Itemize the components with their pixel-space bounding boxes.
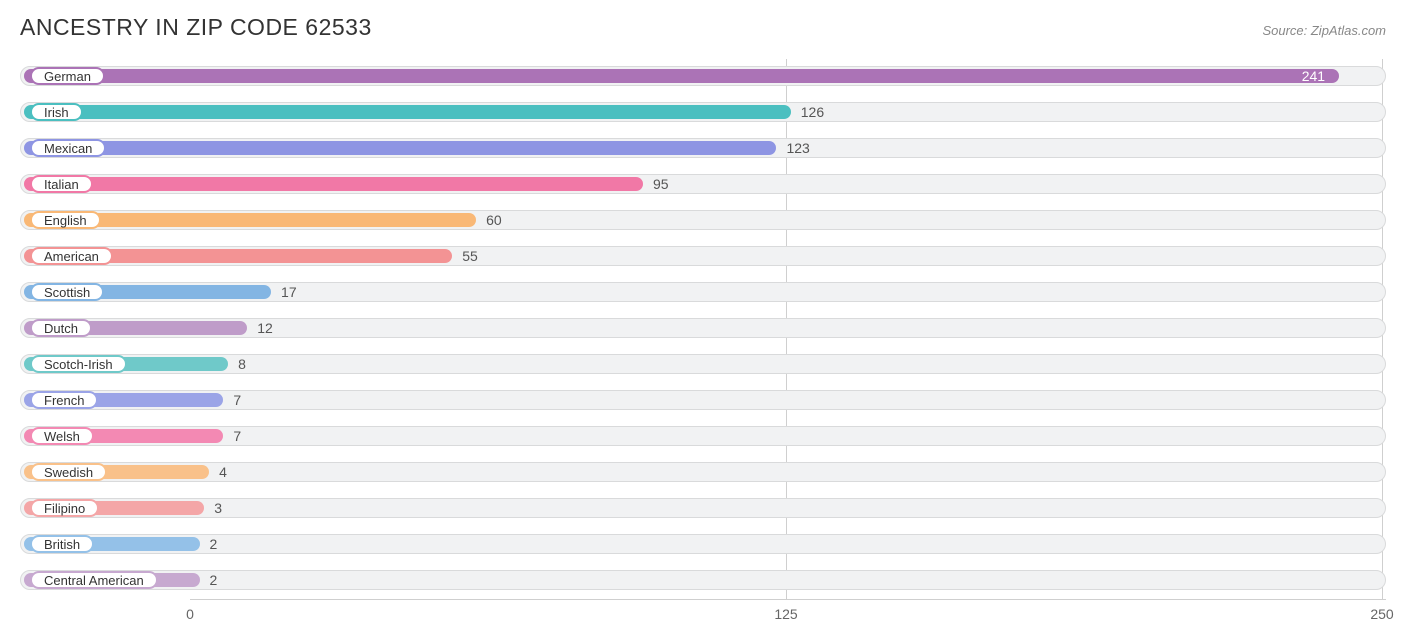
bar-category-pill: Irish (30, 103, 83, 121)
bar-category-pill: Scotch-Irish (30, 355, 127, 373)
bar-row: French 7 (20, 383, 1386, 417)
bar-category-pill: Mexican (30, 139, 106, 157)
bar-fill (24, 177, 643, 191)
bar-value-label: 123 (786, 139, 809, 157)
bar-row: English 60 (20, 203, 1386, 237)
bar-category-pill: Swedish (30, 463, 107, 481)
chart-area: German241Irish126Mexican123Italian95Engl… (0, 49, 1406, 629)
bar-category-pill: Scottish (30, 283, 104, 301)
bar-value-label: 17 (281, 283, 297, 301)
bar-fill (24, 105, 791, 119)
bar-track (20, 426, 1386, 446)
bars-container: German241Irish126Mexican123Italian95Engl… (20, 59, 1386, 599)
x-tick-label: 0 (186, 606, 194, 622)
bar-row: Welsh 7 (20, 419, 1386, 453)
bar-row: Italian 95 (20, 167, 1386, 201)
bar-row: Swedish 4 (20, 455, 1386, 489)
chart-title: ANCESTRY IN ZIP CODE 62533 (20, 14, 372, 41)
x-tick-label: 125 (774, 606, 797, 622)
bar-row: Mexican 123 (20, 131, 1386, 165)
bar-row: Filipino 3 (20, 491, 1386, 525)
x-axis: 0125250 (190, 599, 1386, 629)
bar-category-pill: German (30, 67, 105, 85)
bar-value-label: 241 (1302, 67, 1325, 85)
bar-category-pill: English (30, 211, 101, 229)
bar-row: Central American 2 (20, 563, 1386, 597)
bar-category-pill: Filipino (30, 499, 99, 517)
bar-value-label: 7 (233, 391, 241, 409)
bar-category-pill: Italian (30, 175, 93, 193)
bar-fill (24, 69, 1339, 83)
bar-value-label: 95 (653, 175, 669, 193)
bar-value-label: 7 (233, 427, 241, 445)
bar-category-pill: Central American (30, 571, 158, 589)
bar-track (20, 534, 1386, 554)
bar-row: British 2 (20, 527, 1386, 561)
bar-category-pill: Dutch (30, 319, 92, 337)
bar-category-pill: Welsh (30, 427, 94, 445)
bar-value-label: 3 (214, 499, 222, 517)
bar-row: Irish 126 (20, 95, 1386, 129)
bar-row: Dutch 12 (20, 311, 1386, 345)
bar-row: German 241 (20, 59, 1386, 93)
bar-value-label: 55 (462, 247, 478, 265)
bar-value-label: 2 (210, 535, 218, 553)
bar-category-pill: French (30, 391, 98, 409)
bar-value-label: 2 (210, 571, 218, 589)
bar-row: Scotch-Irish 8 (20, 347, 1386, 381)
chart-source: Source: ZipAtlas.com (1262, 23, 1386, 38)
bar-fill (24, 141, 776, 155)
bar-value-label: 60 (486, 211, 502, 229)
bar-value-label: 126 (801, 103, 824, 121)
bar-value-label: 12 (257, 319, 273, 337)
chart-header: ANCESTRY IN ZIP CODE 62533 Source: ZipAt… (0, 0, 1406, 49)
bar-category-pill: British (30, 535, 94, 553)
bar-value-label: 4 (219, 463, 227, 481)
bar-track (20, 498, 1386, 518)
bar-track (20, 390, 1386, 410)
bar-track (20, 570, 1386, 590)
bar-row: Scottish 17 (20, 275, 1386, 309)
bar-value-label: 8 (238, 355, 246, 373)
bar-category-pill: American (30, 247, 113, 265)
x-tick-label: 250 (1370, 606, 1393, 622)
bar-row: American 55 (20, 239, 1386, 273)
